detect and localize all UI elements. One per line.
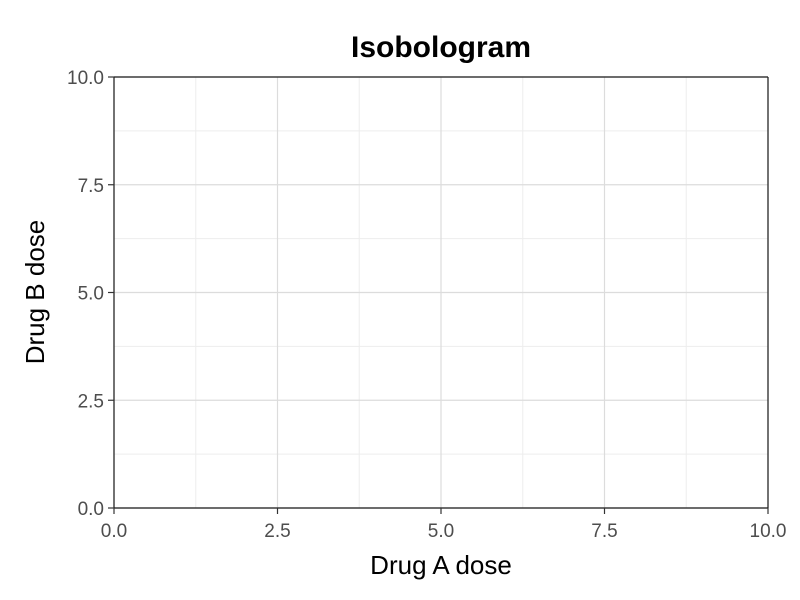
x-axis-title: Drug A dose <box>370 550 512 580</box>
x-tick-label: 0.0 <box>101 521 127 542</box>
chart-title: Isobologram <box>351 31 531 64</box>
y-tick-label: 10.0 <box>67 68 104 89</box>
y-axis-title: Drug B dose <box>20 220 50 365</box>
x-tick-label: 10.0 <box>750 521 787 542</box>
x-tick-label: 7.5 <box>591 521 617 542</box>
y-tick-label: 7.5 <box>78 176 104 197</box>
y-tick-label: 0.0 <box>78 499 104 520</box>
y-tick-label: 5.0 <box>78 284 104 305</box>
y-tick-label: 2.5 <box>78 391 104 412</box>
x-tick-label: 5.0 <box>428 521 454 542</box>
x-tick-label: 2.5 <box>264 521 290 542</box>
ticks: 0.0 2.5 5.0 7.5 10.0 0.0 2.5 5.0 7.5 10.0 <box>67 68 786 542</box>
